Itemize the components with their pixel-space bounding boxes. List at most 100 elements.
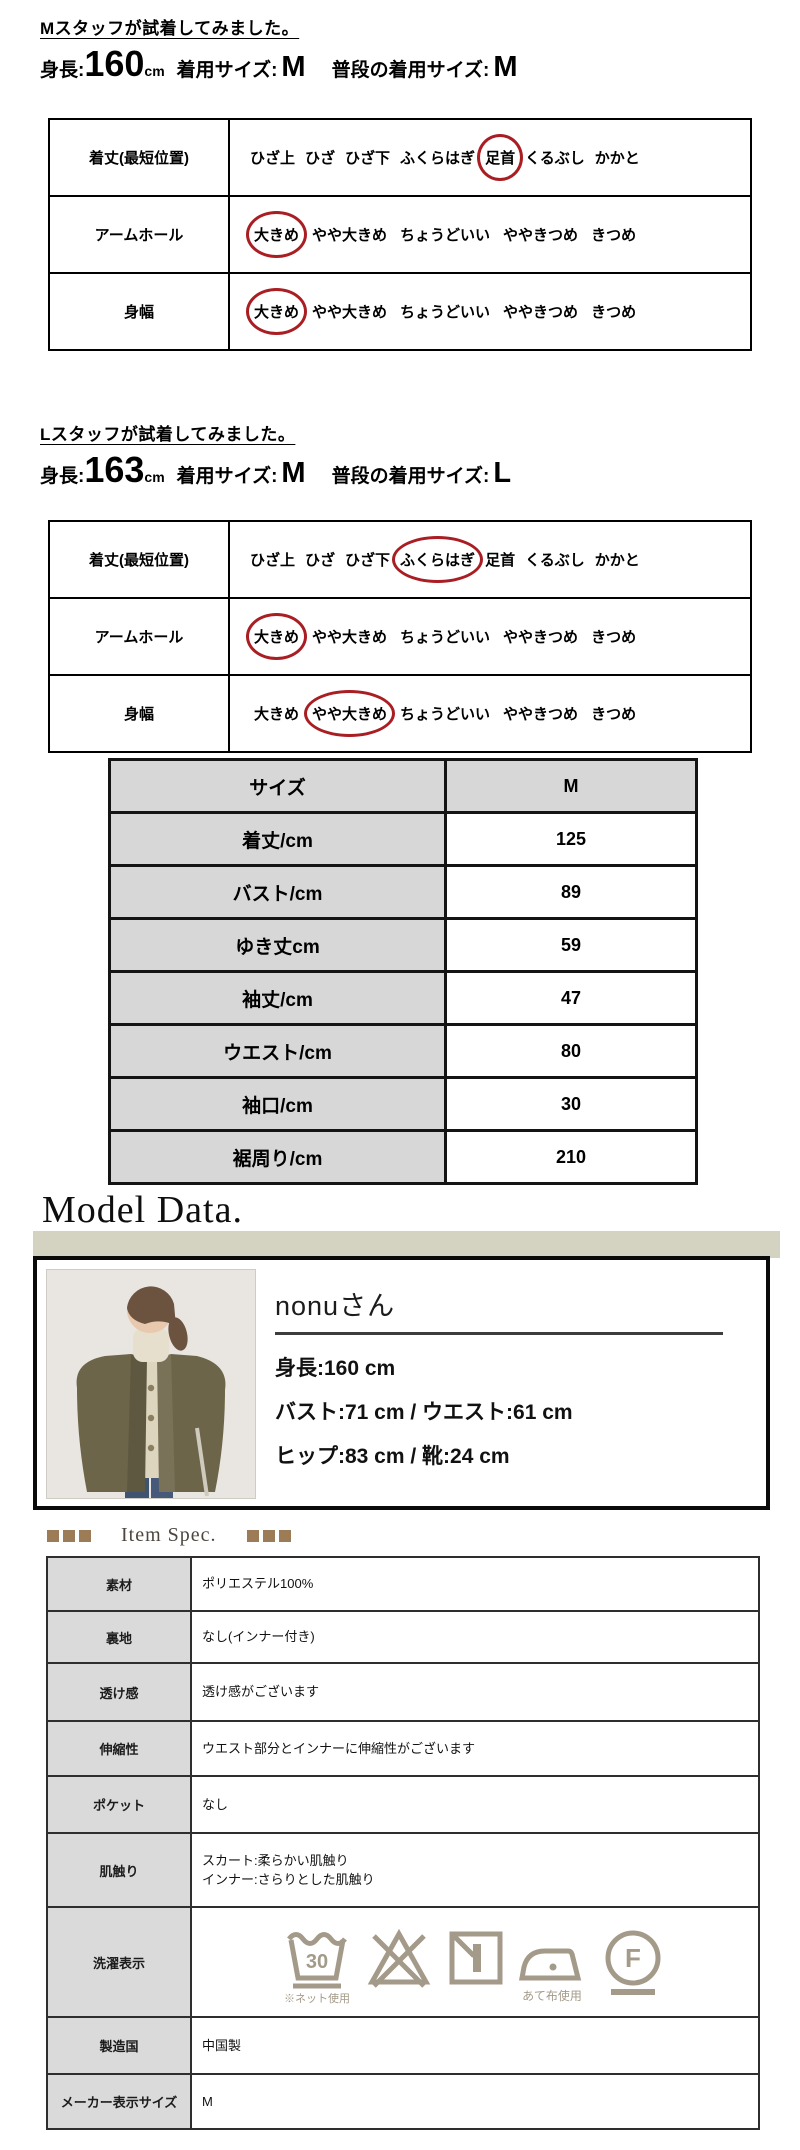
spec-row-label: 素材 [48, 1558, 192, 1610]
model-height: 身長:160 cm [275, 1357, 396, 1380]
dry-in-shade-icon [449, 1931, 503, 1985]
fit-option-circled: やや大きめ [304, 690, 396, 737]
model-photo [46, 1269, 256, 1499]
wear-size-value: M [281, 51, 306, 83]
size-row-label: 袖口/cm [111, 1079, 447, 1129]
table-row: ウエスト/cm 80 [111, 1023, 695, 1076]
table-row: 袖丈/cm 47 [111, 970, 695, 1023]
size-header-label: サイズ [111, 761, 447, 811]
dryclean-letter: F [625, 1943, 641, 1973]
table-row: 袖口/cm 30 [111, 1076, 695, 1129]
size-table-header: サイズ M [111, 761, 695, 811]
fit-option: ひざ下 [345, 150, 391, 167]
spec-row-value: 透け感がございます [202, 1684, 320, 1700]
fit-option-circled: ふくらはぎ [392, 536, 484, 583]
wear-size-label: 着用サイズ: [176, 60, 278, 81]
table-row: メーカー表示サイズ M [48, 2073, 758, 2128]
fit-option: ひざ上 [250, 150, 296, 167]
size-row-label: 袖丈/cm [111, 973, 447, 1023]
wash-temp: 30 [306, 1951, 328, 1973]
height-label: 身長: [40, 466, 85, 487]
size-header-value: M [447, 761, 695, 811]
table-row: 着丈/cm 125 [111, 811, 695, 864]
l-staff-heading: Lスタッフが試着してみました。 [40, 425, 296, 444]
fit-option: やや大きめ [312, 629, 388, 646]
fit-row-options: 大きめ やや大きめ ちょうどいい ややきつめ きつめ [230, 197, 750, 272]
size-row-label: 裾周り/cm [111, 1132, 447, 1182]
fit-row-label: アームホール [50, 197, 230, 272]
fit-option: ちょうどいい [400, 227, 491, 244]
texture-line-1: スカート:柔らかい肌触り [202, 1852, 349, 1868]
size-row-value: 30 [447, 1079, 695, 1129]
fit-row-label: 身幅 [50, 274, 230, 349]
table-row: 洗濯表示 30 ※ネット使用 [48, 1906, 758, 2016]
fit-option-circled: 足首 [477, 134, 524, 181]
m-staff-stats: 身長: 160 cm 着用サイズ: M 普段の着用サイズ: M [40, 46, 518, 82]
model-hip-shoe: ヒップ:83 cm / 靴:24 cm [275, 1445, 510, 1468]
fit-option: かかと [594, 552, 640, 569]
model-data-title: Model Data. [42, 1189, 243, 1231]
spec-row-value: スカート:柔らかい肌触り インナー:さらりとした肌触り [192, 1834, 758, 1906]
model-data-band [33, 1231, 780, 1258]
fit-option-circled: 大きめ [245, 613, 308, 660]
size-row-label: ウエスト/cm [111, 1026, 447, 1076]
item-spec-title: Item Spec. [121, 1524, 217, 1546]
table-row: 着丈(最短位置) ひざ上 ひざ ひざ下 ふくらはぎ 足首 くるぶし かかと [50, 120, 750, 195]
fit-option: ややきつめ [503, 227, 579, 244]
table-row: アームホール 大きめ やや大きめ ちょうどいい ややきつめ きつめ [50, 195, 750, 272]
fit-option: ややきつめ [503, 304, 579, 321]
dry-clean-f-icon: F [605, 1930, 661, 1995]
table-row: 肌触り スカート:柔らかい肌触り インナー:さらりとした肌触り [48, 1832, 758, 1906]
fit-row-label: 着丈(最短位置) [50, 522, 230, 597]
size-row-value: 47 [447, 973, 695, 1023]
fit-option: やや大きめ [312, 304, 388, 321]
height-unit: cm [144, 469, 165, 485]
laundry-symbols: 30 ※ネット使用 あて布使用 [192, 1908, 758, 2016]
size-row-value: 210 [447, 1132, 695, 1182]
spec-row-value: なし [202, 1796, 229, 1812]
table-row: 素材 ポリエステル100% [48, 1558, 758, 1610]
wash-30-icon: 30 ※ネット使用 [284, 1932, 350, 2005]
height-value: 163 [84, 449, 145, 490]
fit-option: ちょうどいい [400, 706, 491, 723]
size-row-value: 80 [447, 1026, 695, 1076]
m-fit-table: 着丈(最短位置) ひざ上 ひざ ひざ下 ふくらはぎ 足首 くるぶし かかと アー… [48, 118, 752, 351]
item-spec-table: 素材 ポリエステル100% 裏地 なし(インナー付き) 透け感 透け感がございま… [46, 1556, 760, 2130]
spec-row-label: 洗濯表示 [48, 1908, 192, 2016]
fit-option: きつめ [591, 227, 637, 244]
usual-size-label: 普段の着用サイズ: [331, 60, 490, 81]
fit-option: くるぶし [525, 150, 585, 167]
model-data-box: nonuさん 身長:160 cm バスト:71 cm / ウエスト:61 cm … [33, 1256, 770, 1510]
fit-row-options: 大きめ やや大きめ ちょうどいい ややきつめ きつめ [230, 599, 750, 674]
iron-note: あて布使用 [522, 1988, 582, 2003]
iron-low-icon: あて布使用 [519, 1948, 582, 2003]
fit-option: ひざ [305, 150, 336, 167]
spec-row-label: 裏地 [48, 1612, 192, 1662]
fit-option: くるぶし [525, 552, 585, 569]
table-row: 裾周り/cm 210 [111, 1129, 695, 1182]
fit-row-options: ひざ上 ひざ ひざ下 ふくらはぎ 足首 くるぶし かかと [230, 120, 750, 195]
spec-row-label: メーカー表示サイズ [48, 2075, 192, 2128]
squares-icon [47, 1529, 91, 1542]
size-row-value: 125 [447, 814, 695, 864]
l-fit-table: 着丈(最短位置) ひざ上 ひざ ひざ下 ふくらはぎ 足首 くるぶし かかと アー… [48, 520, 752, 753]
table-row: 製造国 中国製 [48, 2016, 758, 2073]
table-row: ゆき丈cm 59 [111, 917, 695, 970]
table-row: 身幅 大きめ やや大きめ ちょうどいい ややきつめ きつめ [50, 272, 750, 349]
height-unit: cm [144, 63, 165, 79]
spec-row-value: ポリエステル100% [202, 1576, 314, 1592]
fit-option: 足首 [485, 552, 516, 569]
table-row: 裏地 なし(インナー付き) [48, 1610, 758, 1662]
table-row: 身幅 大きめ やや大きめ ちょうどいい ややきつめ きつめ [50, 674, 750, 751]
fit-option: ちょうどいい [400, 629, 491, 646]
spec-row-value: ウエスト部分とインナーに伸縮性がございます [202, 1740, 476, 1756]
table-row: 着丈(最短位置) ひざ上 ひざ ひざ下 ふくらはぎ 足首 くるぶし かかと [50, 522, 750, 597]
fit-option: ややきつめ [503, 706, 579, 723]
fit-option: きつめ [591, 706, 637, 723]
table-row: 透け感 透け感がございます [48, 1662, 758, 1720]
size-row-label: バスト/cm [111, 867, 447, 917]
size-row-label: ゆき丈cm [111, 920, 447, 970]
fit-row-label: アームホール [50, 599, 230, 674]
table-row: アームホール 大きめ やや大きめ ちょうどいい ややきつめ きつめ [50, 597, 750, 674]
